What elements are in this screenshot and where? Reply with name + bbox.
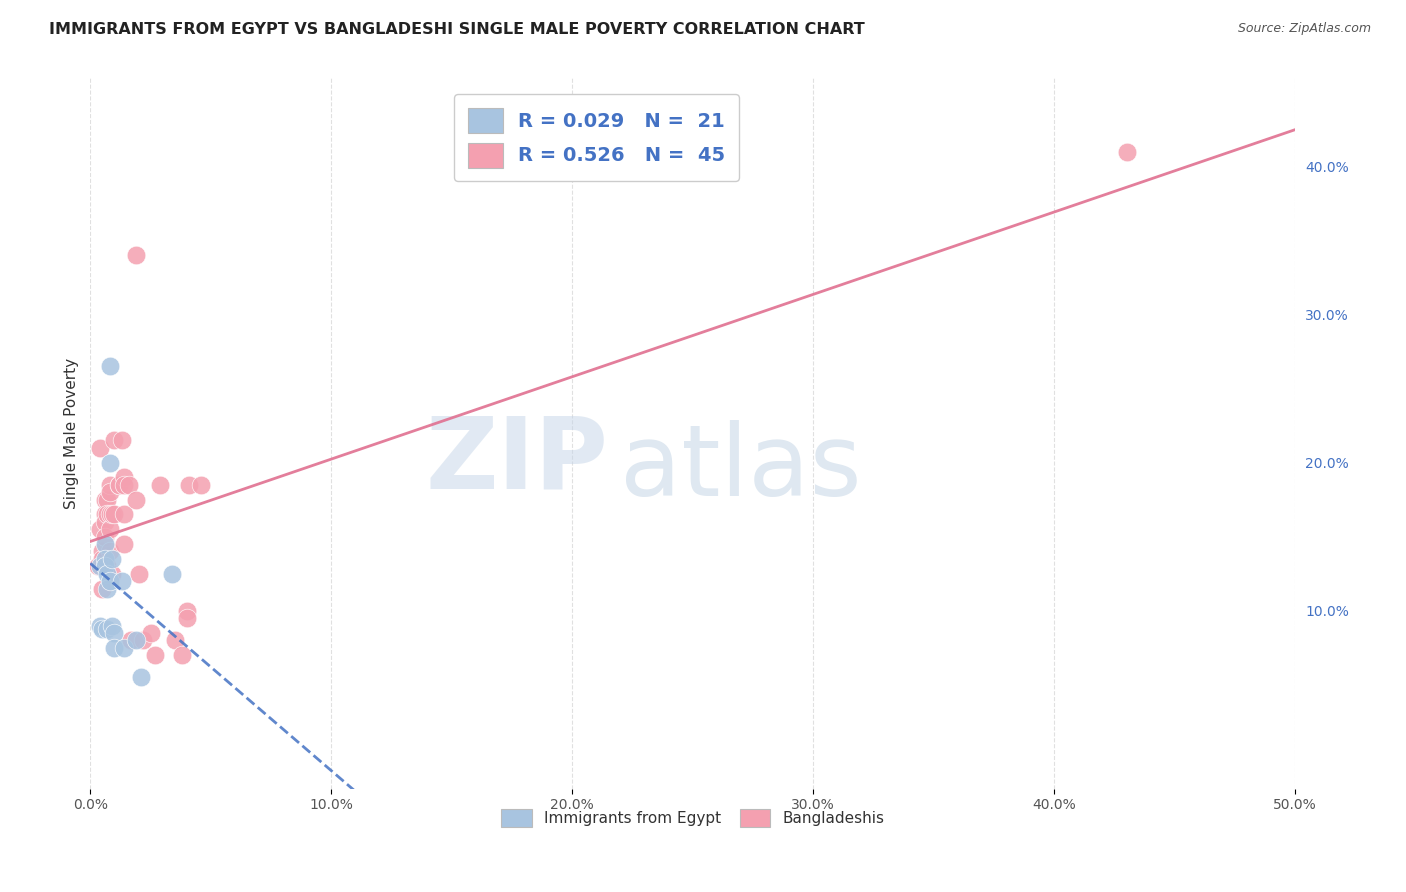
Point: [94, 537, 117, 551]
Point: [101, 552, 124, 566]
Point: [112, 478, 135, 492]
Point: [98, 522, 121, 536]
Point: [96, 559, 118, 574]
Point: [176, 611, 198, 625]
Point: [125, 248, 148, 262]
Point: [1115, 145, 1137, 159]
Point: [149, 478, 172, 492]
Point: [111, 574, 134, 588]
Point: [103, 434, 125, 448]
Point: [125, 633, 148, 648]
Point: [91, 582, 114, 596]
Point: [98, 508, 121, 522]
Point: [103, 640, 125, 655]
Point: [94, 492, 117, 507]
Point: [89, 441, 111, 455]
Text: atlas: atlas: [620, 420, 862, 517]
Text: ZIP: ZIP: [426, 413, 609, 510]
Point: [91, 622, 114, 636]
Point: [98, 574, 121, 588]
Point: [103, 626, 125, 640]
Point: [89, 618, 111, 632]
Point: [128, 566, 150, 581]
Point: [96, 566, 118, 581]
Point: [101, 508, 124, 522]
Y-axis label: Single Male Poverty: Single Male Poverty: [65, 358, 79, 508]
Point: [108, 478, 131, 492]
Point: [96, 582, 118, 596]
Point: [163, 633, 186, 648]
Point: [94, 508, 117, 522]
Point: [98, 485, 121, 500]
Point: [96, 622, 118, 636]
Legend: Immigrants from Egypt, Bangladeshis: Immigrants from Egypt, Bangladeshis: [494, 801, 891, 834]
Point: [112, 470, 135, 484]
Point: [103, 508, 125, 522]
Point: [176, 604, 198, 618]
Point: [120, 633, 142, 648]
Point: [89, 522, 111, 536]
Point: [190, 478, 212, 492]
Point: [112, 537, 135, 551]
Point: [94, 559, 117, 574]
Point: [179, 478, 201, 492]
Point: [162, 566, 184, 581]
Point: [108, 478, 131, 492]
Point: [94, 515, 117, 529]
Point: [132, 633, 155, 648]
Point: [118, 478, 141, 492]
Point: [86, 559, 108, 574]
Point: [125, 492, 148, 507]
Point: [111, 434, 134, 448]
Point: [98, 359, 121, 374]
Text: IMMIGRANTS FROM EGYPT VS BANGLADESHI SINGLE MALE POVERTY CORRELATION CHART: IMMIGRANTS FROM EGYPT VS BANGLADESHI SIN…: [49, 22, 865, 37]
Point: [98, 456, 121, 470]
Point: [89, 559, 111, 574]
Point: [101, 618, 124, 632]
Point: [112, 640, 135, 655]
Point: [145, 648, 167, 663]
Point: [91, 544, 114, 558]
Point: [129, 670, 152, 684]
Point: [96, 508, 118, 522]
Text: Source: ZipAtlas.com: Source: ZipAtlas.com: [1237, 22, 1371, 36]
Point: [101, 566, 124, 581]
Point: [170, 648, 193, 663]
Point: [98, 544, 121, 558]
Point: [96, 492, 118, 507]
Point: [94, 530, 117, 544]
Point: [91, 552, 114, 566]
Point: [98, 478, 121, 492]
Point: [94, 552, 117, 566]
Point: [139, 626, 162, 640]
Point: [112, 508, 135, 522]
